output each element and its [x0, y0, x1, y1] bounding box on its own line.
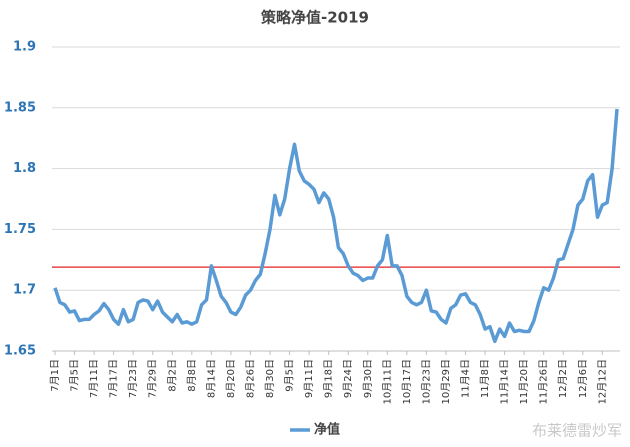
x-tick-label: 11月14日 — [499, 359, 511, 404]
x-tick-label: 11月4日 — [460, 359, 472, 398]
x-tick-label: 10月29日 — [440, 359, 452, 404]
x-tick-label: 8月30日 — [264, 359, 276, 398]
y-tick-label: 1.8 — [13, 161, 36, 176]
x-tick-label: 12月12日 — [596, 359, 608, 404]
x-tick-label: 9月18日 — [323, 359, 335, 398]
x-tick-label: 8月26日 — [244, 359, 256, 398]
data-line — [53, 108, 619, 344]
x-tick-label: 12月6日 — [577, 359, 589, 398]
x-tick-label: 9月11日 — [303, 359, 315, 398]
x-tick-label: 9月30日 — [362, 359, 374, 398]
x-tick-label: 9月24日 — [342, 359, 354, 398]
x-tick-label: 7月1日 — [49, 359, 61, 392]
watermark: 布莱德雷炒军 — [532, 422, 622, 440]
y-tick-label: 1.85 — [4, 100, 36, 115]
x-tick-label: 7月29日 — [147, 359, 159, 398]
x-tick-label: 10月11日 — [381, 359, 393, 404]
y-tick-label: 1.7 — [13, 283, 36, 298]
legend-label: 净值 — [314, 422, 340, 438]
x-tick-label: 7月17日 — [108, 359, 120, 398]
x-tick-label: 8月8日 — [186, 359, 198, 392]
y-tick-label: 1.65 — [4, 344, 36, 359]
x-tick-label: 10月17日 — [401, 359, 413, 404]
x-tick-label: 7月11日 — [88, 359, 100, 398]
x-tick-label: 8月2日 — [166, 359, 178, 392]
x-tick-label: 9月5日 — [284, 359, 296, 392]
y-tick-label: 1.75 — [4, 222, 36, 237]
x-tick-label: 10月23日 — [420, 359, 432, 404]
x-tick-label: 11月26日 — [538, 359, 550, 404]
y-tick-label: 1.9 — [13, 40, 36, 55]
x-tick-label: 8月14日 — [205, 359, 217, 398]
x-tick-label: 8月20日 — [225, 359, 237, 398]
chart-title: 策略净值-2019 — [260, 9, 369, 27]
x-tick-label: 7月23日 — [127, 359, 139, 398]
x-tick-label: 12月2日 — [557, 359, 569, 398]
x-tick-label: 11月20日 — [518, 359, 530, 404]
x-tick-label: 7月5日 — [69, 359, 81, 392]
x-tick-label: 11月8日 — [479, 359, 491, 398]
